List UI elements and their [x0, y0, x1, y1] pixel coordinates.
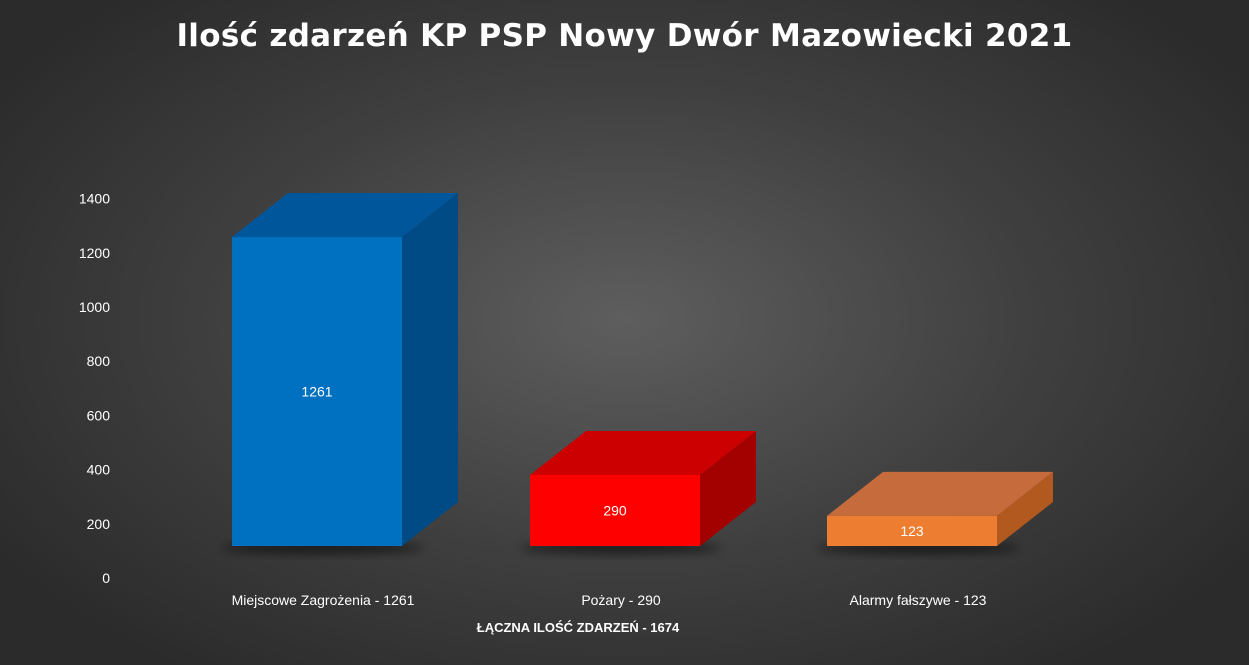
data-label: 123 — [900, 523, 924, 539]
bar-front-face — [530, 474, 700, 546]
data-label: 1261 — [301, 384, 332, 400]
chart-title: Ilość zdarzeń KP PSP Nowy Dwór Mazowieck… — [176, 18, 1073, 54]
y-tick-label: 800 — [87, 353, 111, 369]
bar-front-face — [232, 237, 402, 546]
bar-side-face — [997, 471, 1053, 546]
y-tick-label: 200 — [87, 516, 111, 532]
bar-top-face — [232, 193, 458, 238]
bar: 290 — [530, 430, 756, 546]
bar-side-face — [700, 430, 756, 546]
y-tick-label: 1400 — [79, 191, 110, 207]
x-category-label: Pożary - 290 — [581, 592, 661, 608]
data-label: 290 — [603, 502, 627, 518]
y-tick-label: 600 — [87, 407, 111, 423]
y-tick-label: 1200 — [79, 245, 110, 261]
bar-front-face — [827, 515, 997, 546]
bar-top-face — [530, 430, 756, 475]
x-category-label: Alarmy fałszywe - 123 — [850, 592, 987, 608]
y-tick-label: 400 — [87, 462, 111, 478]
bar: 1261 — [232, 193, 458, 546]
bars: 1261 290 123 — [232, 193, 1053, 546]
x-category-label: Miejscowe Zagrożenia - 1261 — [232, 592, 415, 608]
y-tick-label: 0 — [102, 570, 110, 586]
bar-top-face — [827, 471, 1053, 516]
y-axis: 0 200 400 600 800 1000 1200 1400 — [79, 191, 110, 586]
x-axis: Miejscowe Zagrożenia - 1261 Pożary - 290 A… — [232, 592, 987, 608]
bar-side-face — [402, 193, 458, 546]
y-tick-label: 1000 — [79, 299, 110, 315]
bar: 123 — [827, 471, 1053, 546]
x-axis-title: ŁĄCZNA ILOŚĆ ZDARZEŃ - 1674 — [477, 620, 680, 635]
